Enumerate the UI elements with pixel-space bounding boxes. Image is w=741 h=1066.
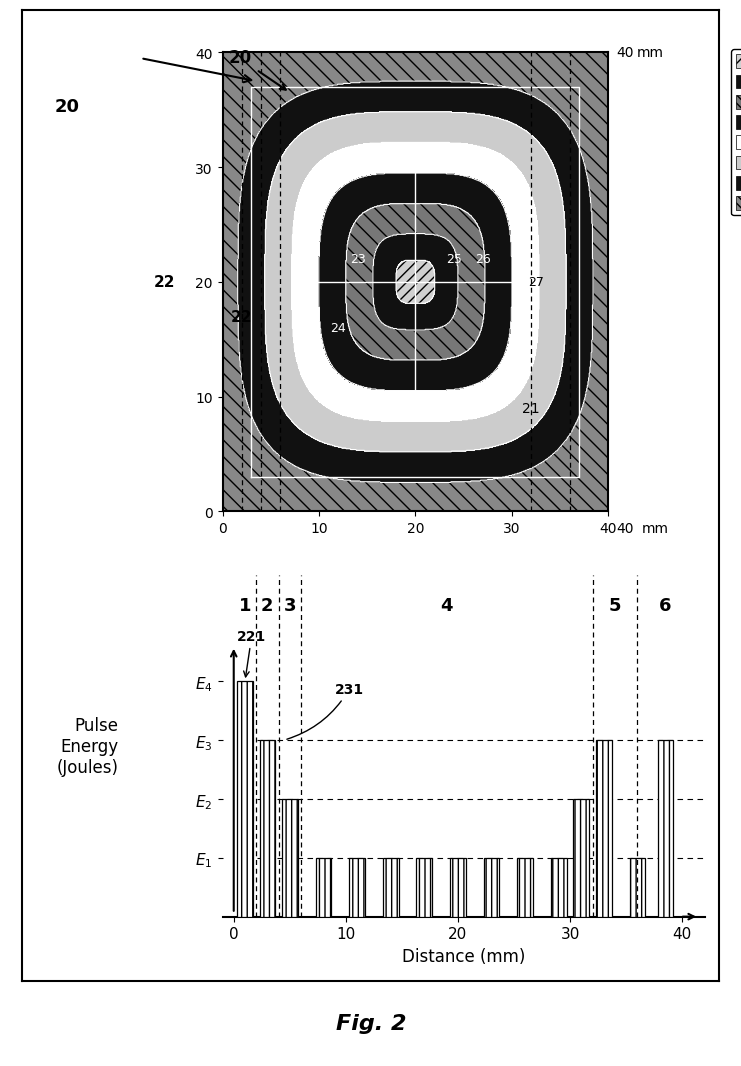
Bar — [259, 740, 275, 917]
Bar — [282, 800, 297, 917]
Bar — [349, 858, 365, 917]
X-axis label: Distance (mm): Distance (mm) — [402, 947, 525, 965]
Text: 231: 231 — [287, 682, 363, 740]
Bar — [237, 681, 253, 917]
Text: 21: 21 — [522, 402, 539, 416]
Text: 22: 22 — [231, 309, 252, 324]
Text: 26: 26 — [474, 253, 491, 266]
Bar — [595, 740, 611, 917]
Bar — [315, 858, 331, 917]
Text: 2: 2 — [261, 596, 273, 614]
Text: 24: 24 — [330, 322, 346, 335]
Text: 40: 40 — [615, 46, 633, 61]
Bar — [573, 800, 588, 917]
Text: 1: 1 — [239, 596, 251, 614]
Bar — [517, 858, 533, 917]
Legend: 95-100, 90-95, 85-90, 80-85, 75-80, 70-75, 65-70, 60-65: 95-100, 90-95, 85-90, 80-85, 75-80, 70-7… — [731, 50, 741, 216]
Text: mm: mm — [637, 46, 663, 61]
Text: 20: 20 — [228, 49, 251, 67]
Text: Fig. 2: Fig. 2 — [335, 1014, 406, 1033]
Text: 22: 22 — [154, 275, 175, 290]
Text: 20: 20 — [54, 98, 79, 115]
Bar — [629, 858, 645, 917]
Text: 23: 23 — [349, 253, 365, 266]
Text: 40: 40 — [615, 522, 633, 536]
Text: 3: 3 — [283, 596, 296, 614]
Bar — [483, 858, 499, 917]
Text: 4: 4 — [440, 596, 453, 614]
Bar — [450, 858, 465, 917]
Y-axis label: Pulse
Energy
(Joules): Pulse Energy (Joules) — [56, 716, 119, 776]
Text: 6: 6 — [659, 596, 671, 614]
Text: 27: 27 — [528, 276, 543, 289]
Bar — [551, 858, 566, 917]
Bar — [382, 858, 398, 917]
Bar — [416, 858, 432, 917]
Bar — [657, 740, 673, 917]
Text: 221: 221 — [237, 629, 266, 677]
Text: 25: 25 — [445, 253, 462, 266]
Text: 5: 5 — [608, 596, 620, 614]
Text: mm: mm — [642, 522, 668, 536]
